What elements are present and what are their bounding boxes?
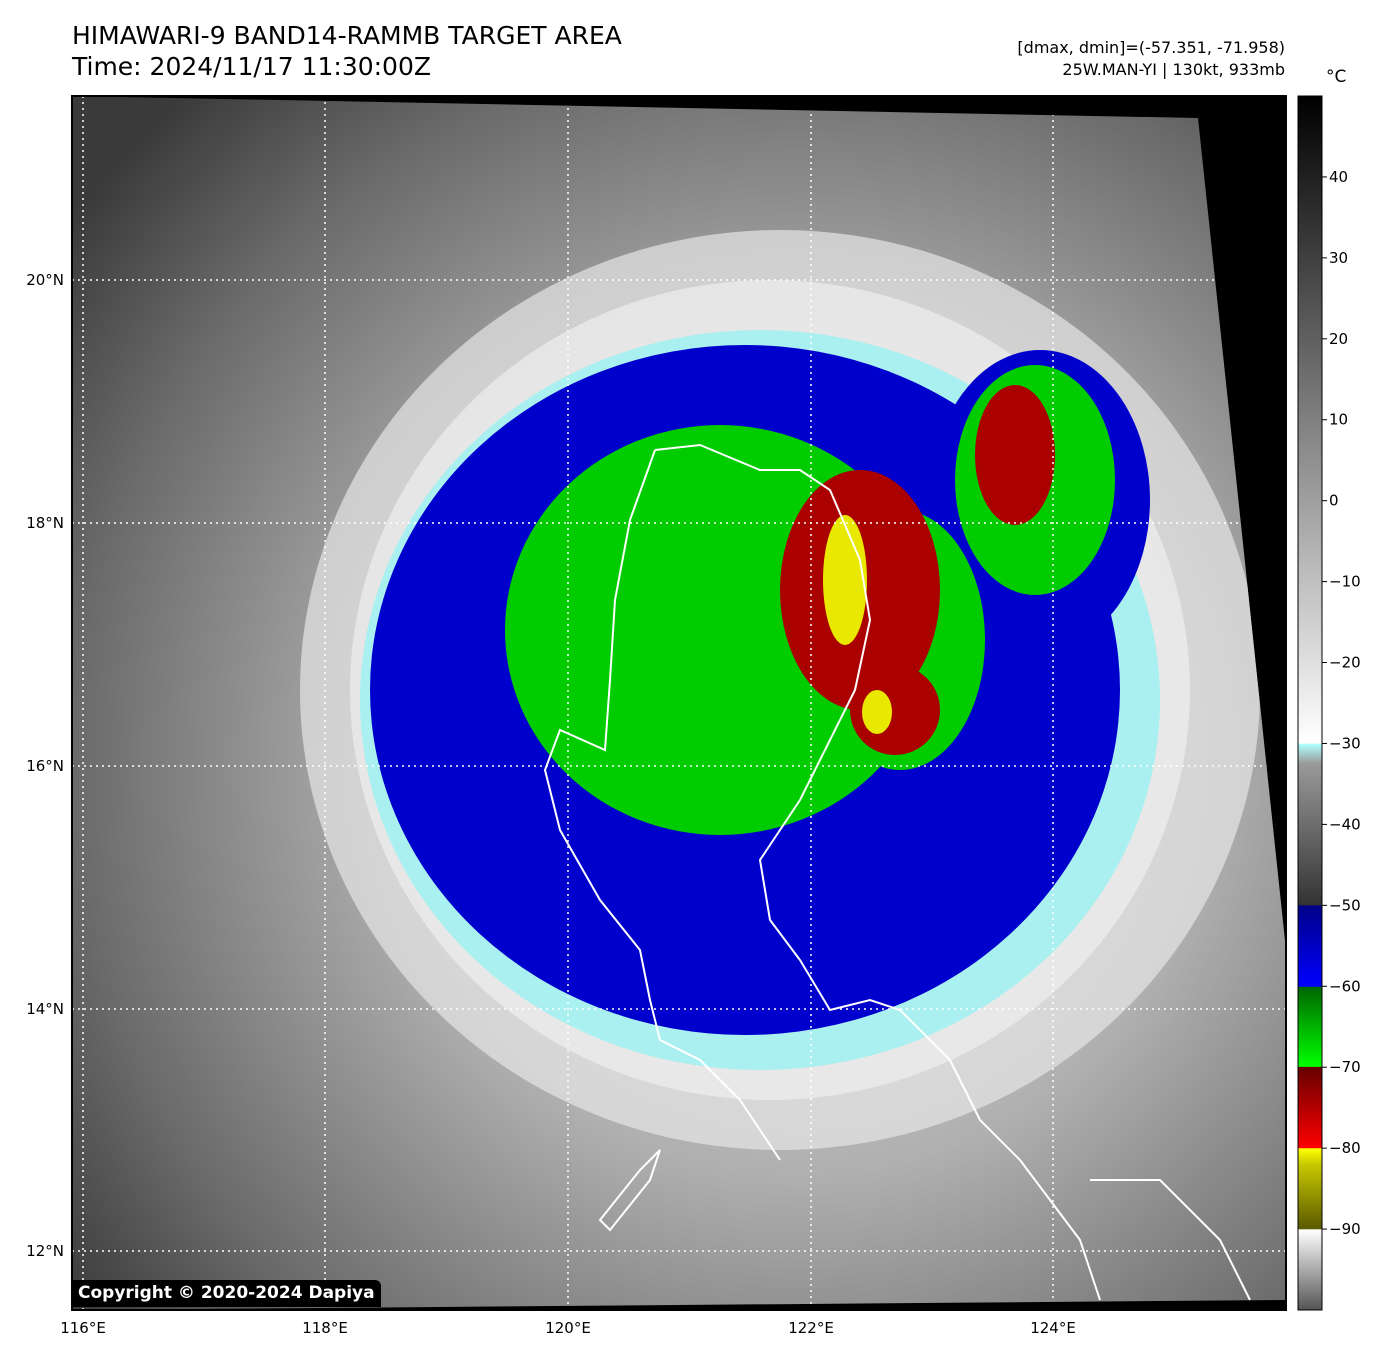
lat-label-12n: 12°N	[26, 1242, 64, 1260]
gridlines	[72, 96, 1286, 1310]
colorbar-tick-label: −80	[1329, 1139, 1361, 1157]
lat-label-14n: 14°N	[26, 1000, 64, 1018]
lat-label-20n: 20°N	[26, 271, 64, 289]
colorbar-tick-label: −60	[1329, 977, 1361, 995]
colorbar-tick-label: 20	[1329, 330, 1348, 348]
lon-label-116e: 116°E	[60, 1319, 106, 1337]
lon-label-124e: 124°E	[1030, 1319, 1076, 1337]
red-cloud-ne	[975, 385, 1055, 525]
colorbar-tick-label: −10	[1329, 573, 1361, 591]
colorbar	[1297, 95, 1323, 1311]
colorbar-ticks: 40 30 20 10 0 −10 −20 −30 −40 −50 −60 −70 −80 −90	[1322, 168, 1361, 1238]
map-timestamp: Time: 2024/11/17 11:30:00Z	[72, 52, 431, 81]
copyright-notice: Copyright © 2020-2024 Dapiya	[72, 1280, 381, 1307]
colorbar-tick-label: −90	[1329, 1220, 1361, 1238]
colorbar-tick-label: 10	[1329, 411, 1348, 429]
yellow-cloud-south	[862, 690, 892, 734]
temperature-range-info: [dmax, dmin]=(-57.351, -71.958)	[1017, 38, 1285, 57]
luzon-west-coastline	[543, 449, 781, 1161]
luzon-east-coastline	[654, 443, 1101, 1301]
lat-label-18n: 18°N	[26, 514, 64, 532]
mindoro-coastline	[598, 1149, 661, 1232]
lon-label-120e: 120°E	[545, 1319, 591, 1337]
lon-label-122e: 122°E	[788, 1319, 834, 1337]
colorbar-tick-label: 40	[1329, 168, 1348, 186]
colorbar-tick-label: −40	[1329, 815, 1361, 833]
colorbar-unit-label: °C	[1326, 67, 1347, 87]
lon-label-118e: 118°E	[302, 1319, 348, 1337]
map-title: HIMAWARI-9 BAND14-RAMMB TARGET AREA	[72, 21, 622, 50]
lat-label-16n: 16°N	[26, 757, 64, 775]
colorbar-tick-label: 30	[1329, 249, 1348, 267]
colorbar-tick-label: −30	[1329, 734, 1361, 752]
colorbar-tick-label: 0	[1329, 492, 1339, 510]
colorbar-tick-label: −50	[1329, 896, 1361, 914]
samar-coastline	[1090, 1179, 1251, 1301]
colorbar-tick-label: −70	[1329, 1058, 1361, 1076]
yellow-cloud-core	[823, 515, 867, 645]
storm-info: 25W.MAN-YI | 130kt, 933mb	[1062, 60, 1285, 79]
colorbar-tick-label: −20	[1329, 654, 1361, 672]
